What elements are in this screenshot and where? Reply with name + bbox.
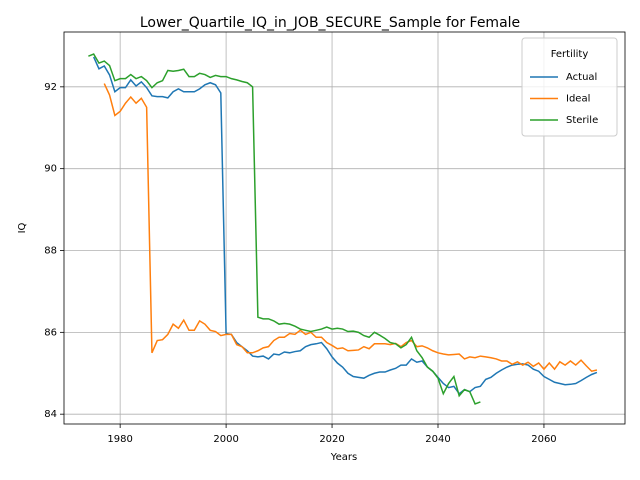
legend-title: Fertility [551,49,589,60]
y-axis-label: IQ [17,222,28,233]
x-tick-label: 2020 [319,434,344,445]
line-series [103,83,598,373]
legend-label: Sterile [566,115,598,126]
x-tick-label: 1980 [107,434,132,445]
y-tick-label: 86 [44,327,57,338]
legend-label: Actual [566,72,597,83]
line-series [88,53,481,405]
y-tick-label: 90 [44,164,57,175]
y-tick-label: 88 [44,246,57,257]
x-tick-label: 2000 [213,434,238,445]
y-tick-label: 92 [44,82,57,93]
chart-title: Lower_Quartile_IQ_in_JOB_SECURE_Sample f… [140,15,520,31]
line-series [92,56,598,395]
x-tick-label: 2040 [425,434,450,445]
legend-label: Ideal [566,94,590,105]
legend-box [521,37,618,137]
x-axis-label: Years [330,452,357,463]
plot-frame [63,31,626,425]
x-tick-label: 2060 [531,434,556,445]
y-tick-label: 84 [44,409,57,420]
